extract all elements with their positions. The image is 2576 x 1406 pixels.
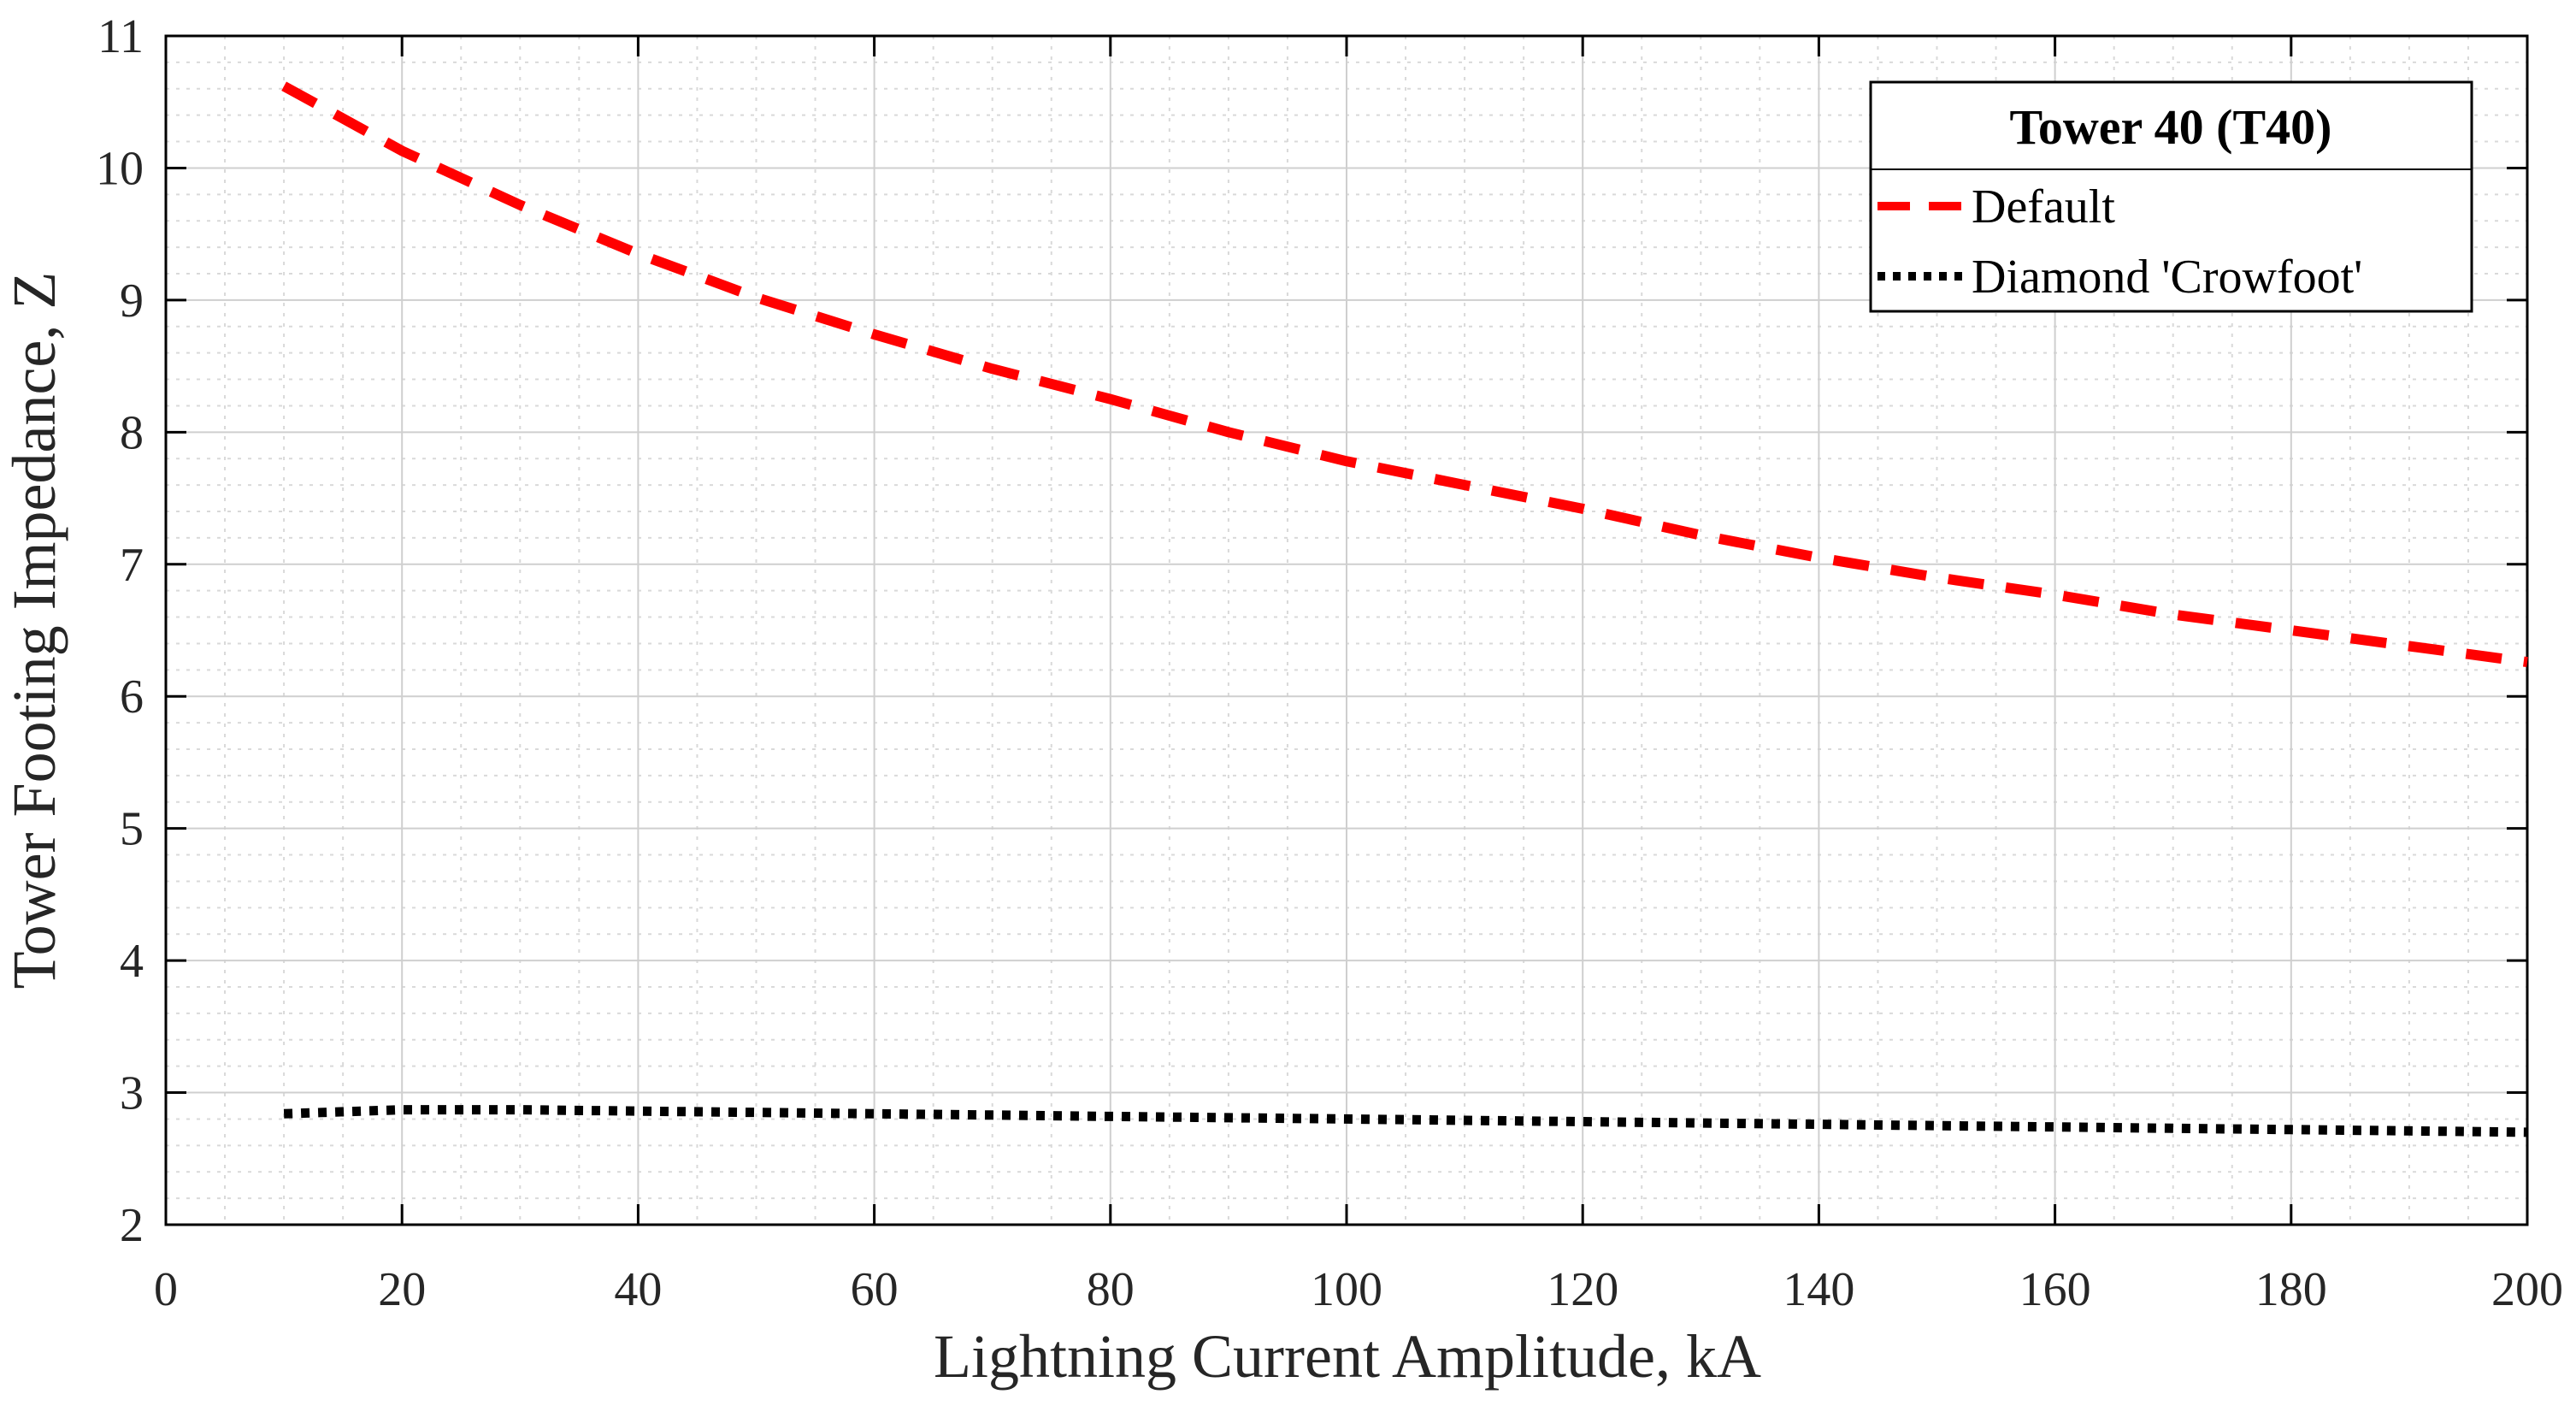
legend-default-label: Default — [1972, 180, 2115, 233]
y-axis-tick-label: 5 — [120, 803, 144, 856]
y-axis-label: Tower Footing Impedance, Z — [0, 272, 68, 990]
series-default-line — [281, 81, 2528, 668]
x-axis-tick-label: 200 — [2491, 1263, 2563, 1316]
x-axis-tick-label: 180 — [2255, 1263, 2327, 1316]
x-axis-tick-label: 140 — [1783, 1263, 1854, 1316]
data-series — [281, 81, 2528, 1137]
y-axis-tick-label: 4 — [120, 935, 144, 988]
x-axis-tick-label: 40 — [614, 1263, 662, 1316]
x-axis-tick-labels: 0 20 40 60 80 100 120 140 160 180 200 — [154, 1263, 2563, 1316]
y-axis-tick-label: 6 — [120, 671, 144, 724]
series-diamond-crowfoot-line — [283, 1105, 2528, 1137]
x-axis-tick-label: 120 — [1547, 1263, 1618, 1316]
y-axis-tick-label: 9 — [120, 275, 144, 328]
y-axis-tick-label: 8 — [120, 406, 144, 459]
x-axis-tick-label: 160 — [2019, 1263, 2091, 1316]
x-axis-tick-label: 20 — [378, 1263, 426, 1316]
legend: Tower 40 (T40) Default Diamond 'Crowfoot… — [1869, 80, 2473, 313]
axis-ticks — [164, 34, 2529, 1226]
y-axis-tick-label: 3 — [120, 1067, 144, 1120]
x-axis-tick-label: 100 — [1311, 1263, 1382, 1316]
legend-title: Tower 40 (T40) — [2010, 99, 2332, 155]
y-axis-tick-labels: 2 3 4 5 6 7 8 9 10 11 — [96, 10, 144, 1252]
x-axis-label: Lightning Current Amplitude, kA — [934, 1322, 1761, 1391]
x-axis-tick-label: 0 — [154, 1263, 178, 1316]
legend-box — [1869, 80, 2473, 313]
legend-crowfoot-label: Diamond 'Crowfoot' — [1972, 251, 2362, 304]
y-axis-tick-label: 10 — [96, 142, 144, 195]
x-axis-tick-label: 60 — [851, 1263, 899, 1316]
x-axis-tick-label: 80 — [1087, 1263, 1135, 1316]
y-axis-tick-label: 7 — [120, 539, 144, 592]
y-axis-tick-label: 2 — [120, 1199, 144, 1252]
y-axis-tick-label: 11 — [97, 10, 144, 63]
